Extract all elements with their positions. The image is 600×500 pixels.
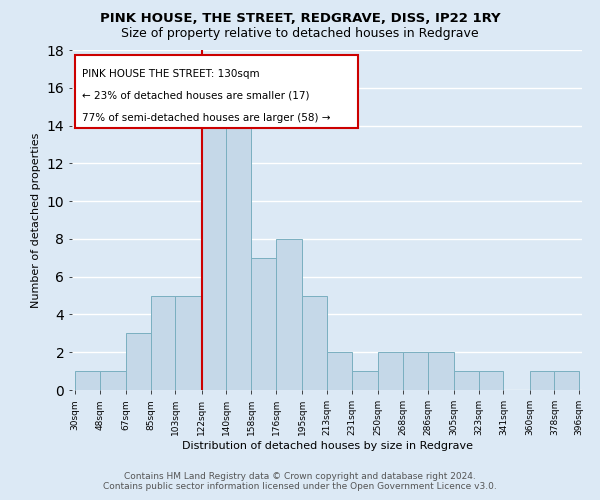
Bar <box>378 352 403 390</box>
Text: Contains HM Land Registry data © Crown copyright and database right 2024.
Contai: Contains HM Land Registry data © Crown c… <box>103 472 497 491</box>
Bar <box>554 371 579 390</box>
Bar <box>276 239 302 390</box>
Bar <box>75 371 100 390</box>
Bar <box>327 352 352 390</box>
Bar <box>530 371 554 390</box>
Bar <box>251 258 276 390</box>
X-axis label: Distribution of detached houses by size in Redgrave: Distribution of detached houses by size … <box>182 441 473 451</box>
Bar <box>302 296 327 390</box>
Y-axis label: Number of detached properties: Number of detached properties <box>31 132 41 308</box>
Text: ← 23% of detached houses are smaller (17): ← 23% of detached houses are smaller (17… <box>82 91 310 101</box>
Bar <box>428 352 454 390</box>
Text: Size of property relative to detached houses in Redgrave: Size of property relative to detached ho… <box>121 28 479 40</box>
Bar <box>454 371 479 390</box>
Bar <box>479 371 503 390</box>
Bar <box>151 296 175 390</box>
Bar <box>100 371 126 390</box>
Bar <box>202 126 226 390</box>
Bar <box>126 334 151 390</box>
Bar <box>175 296 202 390</box>
Bar <box>403 352 428 390</box>
Bar <box>226 126 251 390</box>
Text: 77% of semi-detached houses are larger (58) →: 77% of semi-detached houses are larger (… <box>82 113 331 123</box>
Text: PINK HOUSE THE STREET: 130sqm: PINK HOUSE THE STREET: 130sqm <box>82 68 260 78</box>
Text: PINK HOUSE, THE STREET, REDGRAVE, DISS, IP22 1RY: PINK HOUSE, THE STREET, REDGRAVE, DISS, … <box>100 12 500 26</box>
Bar <box>352 371 378 390</box>
FancyBboxPatch shape <box>74 55 358 128</box>
